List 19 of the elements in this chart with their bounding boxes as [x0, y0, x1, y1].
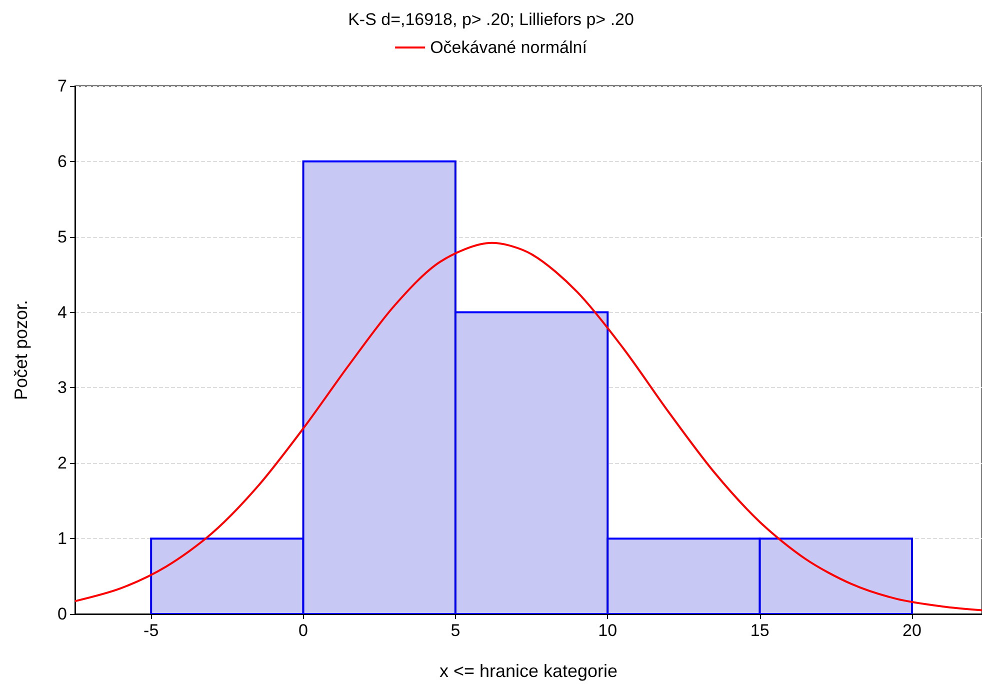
x-tick-label: 20: [902, 621, 922, 640]
x-tick-label: -5: [144, 621, 159, 640]
y-tick-label: 4: [58, 302, 67, 322]
chart-title: K-S d=,16918, p> .20; Lilliefors p> .20: [348, 10, 634, 29]
y-tick-label: 0: [58, 604, 67, 624]
y-tick-label: 5: [58, 227, 67, 246]
y-tick-label: 1: [58, 529, 67, 548]
x-tick-label: 5: [450, 621, 460, 640]
x-axis-title: x <= hranice kategorie: [439, 661, 618, 681]
line-series: [74, 242, 982, 612]
y-tick-label: 6: [58, 152, 67, 171]
y-tick-label: 2: [58, 454, 67, 473]
x-tick-label: 15: [750, 621, 770, 640]
x-tick-label: 10: [598, 621, 618, 640]
y-tick-label: 3: [58, 378, 67, 398]
y-axis-title: Počet pozor.: [11, 300, 31, 400]
legend-label: Očekávané normální: [430, 38, 588, 57]
x-tick-label: 0: [298, 621, 308, 640]
y-tick-label: 7: [58, 76, 67, 96]
